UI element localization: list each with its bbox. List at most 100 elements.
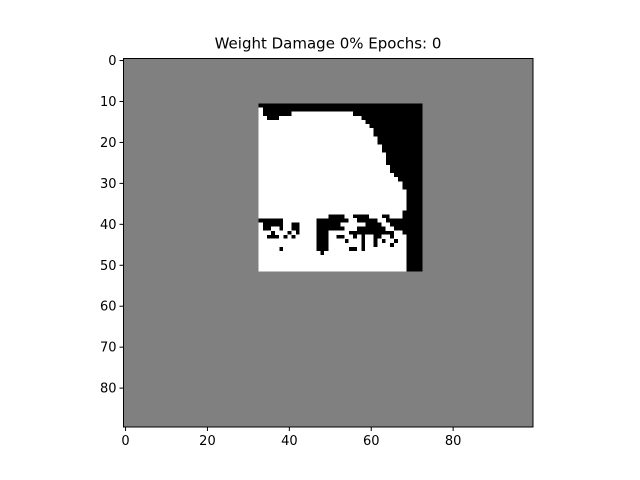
white-pixel-span bbox=[279, 115, 362, 121]
white-pixel-span bbox=[365, 238, 374, 244]
white-pixel-span bbox=[393, 230, 403, 235]
white-pixel-span bbox=[299, 226, 317, 231]
white-pixel-span bbox=[258, 136, 378, 141]
white-pixel-span bbox=[258, 124, 370, 129]
white-pixel-span bbox=[283, 246, 317, 252]
white-pixel-span bbox=[258, 160, 386, 166]
white-pixel-span bbox=[258, 111, 264, 117]
image-plot-area bbox=[123, 58, 533, 427]
white-pixel-span bbox=[283, 226, 292, 231]
white-pixel-span bbox=[356, 234, 362, 239]
white-pixel-span bbox=[258, 234, 268, 239]
white-pixel-span bbox=[258, 185, 403, 190]
white-pixel-span bbox=[393, 242, 407, 248]
x-tick-label: 0 bbox=[121, 434, 129, 449]
white-pixel-span bbox=[258, 255, 407, 260]
white-pixel-span bbox=[258, 119, 366, 125]
y-tick-label: 70 bbox=[100, 341, 117, 356]
white-pixel-span bbox=[279, 234, 284, 239]
white-pixel-span bbox=[258, 115, 268, 121]
x-tick-label: 60 bbox=[363, 434, 380, 449]
x-tick-label: 80 bbox=[445, 434, 462, 449]
white-pixel-span bbox=[365, 246, 407, 252]
white-pixel-span bbox=[389, 214, 403, 219]
white-pixel-span bbox=[385, 226, 395, 231]
white-pixel-span bbox=[377, 218, 386, 223]
white-pixel-span bbox=[275, 230, 288, 235]
white-pixel-span bbox=[258, 140, 378, 145]
white-pixel-span bbox=[295, 234, 317, 239]
y-tick-label: 0 bbox=[108, 54, 116, 69]
chart-title: Weight Damage 0% Epochs: 0 bbox=[215, 35, 442, 53]
white-pixel-span bbox=[270, 226, 280, 231]
white-pixel-span bbox=[258, 205, 407, 211]
white-pixel-span bbox=[258, 173, 395, 178]
y-tick-label: 80 bbox=[100, 382, 117, 397]
white-pixel-span bbox=[344, 226, 358, 231]
white-pixel-span bbox=[340, 222, 366, 227]
axes-frame bbox=[123, 58, 534, 428]
white-pixel-span bbox=[258, 230, 272, 235]
white-pixel-span bbox=[377, 238, 382, 244]
white-pixel-span bbox=[283, 222, 292, 227]
white-pixel-span bbox=[324, 250, 407, 256]
white-pixel-span bbox=[258, 193, 407, 199]
white-pixel-span bbox=[381, 234, 390, 239]
y-tick-label: 30 bbox=[100, 177, 117, 192]
white-pixel-span bbox=[258, 246, 280, 252]
white-pixel-span bbox=[258, 222, 264, 227]
white-pixel-span bbox=[258, 209, 403, 215]
white-pixel-span bbox=[258, 164, 390, 170]
white-pixel-span bbox=[344, 214, 354, 219]
white-pixel-span bbox=[258, 250, 321, 256]
white-pixel-span bbox=[258, 181, 403, 186]
white-pixel-span bbox=[258, 148, 382, 153]
white-pixel-span bbox=[299, 230, 317, 235]
white-pixel-span bbox=[365, 242, 374, 248]
y-tick-label: 20 bbox=[100, 136, 117, 151]
white-pixel-span bbox=[258, 214, 329, 219]
white-pixel-span bbox=[348, 238, 362, 244]
y-tick-label: 60 bbox=[100, 300, 117, 315]
white-pixel-span bbox=[393, 234, 407, 239]
white-pixel-span bbox=[377, 242, 390, 248]
y-tick-label: 40 bbox=[100, 218, 117, 233]
white-pixel-span bbox=[258, 156, 386, 162]
white-pixel-span bbox=[258, 267, 407, 272]
white-pixel-span bbox=[287, 234, 292, 239]
white-pixel-span bbox=[258, 259, 407, 264]
white-pixel-span bbox=[258, 144, 382, 149]
white-pixel-span bbox=[344, 234, 354, 239]
white-pixel-span bbox=[328, 242, 362, 248]
white-pixel-span bbox=[397, 238, 407, 244]
white-pixel-span bbox=[258, 152, 386, 158]
x-tick-label: 20 bbox=[199, 434, 216, 449]
white-pixel-span bbox=[348, 218, 358, 223]
white-pixel-span bbox=[356, 246, 362, 252]
white-pixel-span bbox=[258, 242, 317, 248]
white-pixel-span bbox=[258, 189, 407, 194]
white-pixel-span bbox=[381, 222, 390, 227]
white-pixel-span bbox=[328, 238, 345, 244]
white-pixel-span bbox=[328, 234, 337, 239]
white-pixel-span bbox=[365, 234, 374, 239]
white-pixel-span bbox=[283, 218, 317, 223]
white-pixel-span bbox=[258, 226, 264, 231]
y-tick-label: 10 bbox=[100, 95, 117, 110]
white-pixel-span bbox=[258, 238, 317, 244]
white-pixel-span bbox=[258, 128, 374, 133]
white-pixel-span bbox=[385, 238, 395, 244]
white-pixel-span bbox=[258, 169, 390, 174]
white-pixel-span bbox=[258, 107, 264, 113]
white-pixel-span bbox=[328, 246, 350, 252]
white-pixel-span bbox=[291, 230, 296, 235]
white-pixel-span bbox=[258, 132, 374, 137]
white-pixel-span bbox=[328, 230, 350, 235]
white-pixel-span bbox=[258, 263, 407, 268]
white-pixel-span bbox=[258, 177, 399, 182]
white-pixel-span bbox=[258, 197, 407, 203]
white-pixel-span bbox=[291, 111, 354, 117]
x-tick-label: 40 bbox=[281, 434, 298, 449]
white-pixel-span bbox=[369, 214, 382, 219]
